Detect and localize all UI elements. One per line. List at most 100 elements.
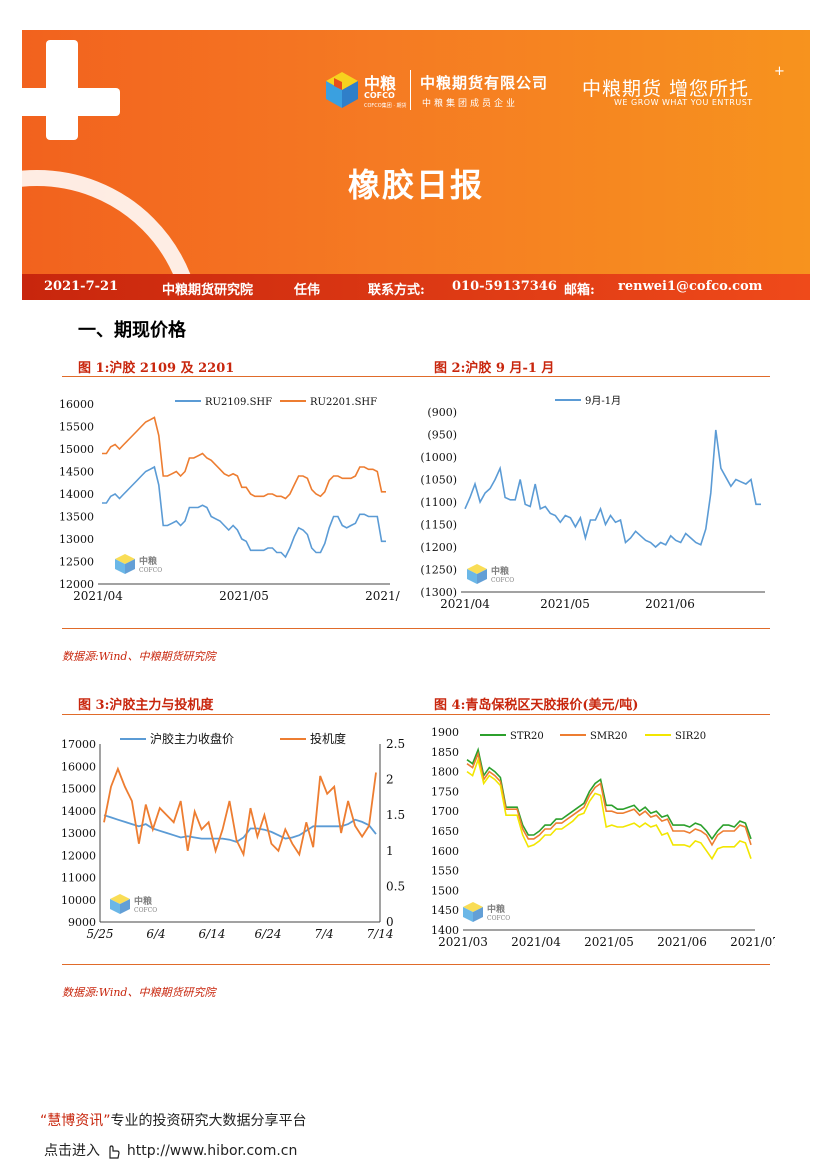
logo-facet <box>110 899 120 914</box>
watermark-en: COFCO <box>139 567 162 574</box>
divider-top-row2 <box>62 714 770 715</box>
data-source-2: 数据源:Wind、中粮期货研究院 <box>62 986 216 999</box>
slogan: 中粮期货 增您所托 <box>582 78 750 100</box>
y-tick-label: (1150) <box>420 519 457 532</box>
x-tick-label: 6/4 <box>146 927 165 941</box>
y-tick-label: 1900 <box>431 726 459 739</box>
y-tick-label: (1200) <box>420 541 457 554</box>
y-tick-label: 14500 <box>60 466 94 479</box>
report-banner: 中粮 COFCO COFCO集团 · 期货 中粮期货有限公司 中粮集团成员企业 … <box>22 30 810 300</box>
y-tick-label: 1700 <box>431 805 459 818</box>
y-tick-label: 13500 <box>60 511 94 524</box>
x-tick-label: 2021/04 <box>440 597 490 611</box>
y-tick-label: 1600 <box>431 845 459 858</box>
y-tick-label: 1500 <box>431 884 459 897</box>
logo-facet <box>467 569 477 584</box>
y-tick-label: (1300) <box>420 586 457 599</box>
y-tick-label: (1250) <box>420 564 457 577</box>
y-tick-label: 10000 <box>61 894 96 907</box>
series-line-2 <box>102 416 386 500</box>
fig4-title: 图 4:青岛保税区天胶报价(美元/吨) <box>434 698 639 713</box>
y-tick-label: 1850 <box>431 746 459 759</box>
x-tick-label: 7/14 <box>367 927 394 941</box>
legend-label: 9月-1月 <box>585 395 621 407</box>
x-tick-label: 2021/07 <box>730 935 775 949</box>
footer-url[interactable]: http://www.hibor.com.cn <box>126 1143 298 1159</box>
footer-brand[interactable]: 慧博资讯 <box>47 1113 104 1129</box>
y-tick-label: 17000 <box>61 738 96 751</box>
y-tick-label: 13000 <box>60 533 94 546</box>
chart-ru2109-ru2201: 16000 15500 15000 14500 14000 13500 13000 12500… <box>60 397 400 603</box>
report-title: 橡胶日报 <box>347 166 484 204</box>
section-title: 一、期现价格 <box>78 320 186 341</box>
legend-label: SMR20 <box>590 731 627 742</box>
x-tick-label: 2021/05 <box>540 597 590 611</box>
logo-text-en: COFCO <box>364 91 395 100</box>
y-tick-label: 1750 <box>431 785 459 798</box>
y-tick-label: 1450 <box>431 904 459 917</box>
y2-tick-label: 0.5 <box>386 879 405 893</box>
email-label: 邮箱: <box>564 283 595 298</box>
footer-quote-close: ” <box>103 1113 111 1129</box>
slogan-en: WE GROW WHAT YOU ENTRUST <box>614 98 753 107</box>
y-tick-label: 16000 <box>60 398 94 411</box>
contact-label: 联系方式: <box>368 283 425 298</box>
footer-quote-open: “ <box>40 1113 48 1129</box>
logo-divider <box>410 70 411 110</box>
series-line-3 <box>466 756 752 861</box>
watermark-cn: 中粮 <box>139 555 157 567</box>
x-tick-label: 6/24 <box>255 927 282 941</box>
x-tick-label: 2021/04 <box>73 589 123 603</box>
watermark-en: COFCO <box>134 907 157 914</box>
y-tick-label: 1550 <box>431 865 459 878</box>
x-tick-label: 2021/05 <box>219 589 269 603</box>
series-line-1 <box>464 429 761 549</box>
watermark-en: COFCO <box>491 577 514 584</box>
divider-bottom-row2 <box>62 964 770 965</box>
x-tick-label: 2021/03 <box>438 935 488 949</box>
legend-label: 沪胶主力收盘价 <box>150 731 234 746</box>
logo-facet <box>125 559 135 574</box>
logo-facet <box>477 569 487 584</box>
logo-facet <box>463 907 473 922</box>
y-tick-label: 14000 <box>60 488 94 501</box>
chart-main-speculation: 17000 16000 15000 14000 13000 12000 11000 10000… <box>61 731 405 941</box>
footer-tagline-text: 专业的投资研究大数据分享平台 <box>110 1113 307 1129</box>
logo-facet <box>473 907 483 922</box>
y-tick-label: 1800 <box>431 766 459 779</box>
data-source-1: 数据源:Wind、中粮期货研究院 <box>62 650 216 663</box>
x-tick-label: 2021/06 <box>365 589 400 603</box>
author: 任伟 <box>294 283 321 298</box>
y-tick-label: 12000 <box>61 849 96 862</box>
x-tick-label: 5/25 <box>87 927 114 941</box>
y-tick-label: 13000 <box>61 827 96 840</box>
y2-tick-label: 2.5 <box>386 737 405 751</box>
x-tick-label: 2021/06 <box>657 935 707 949</box>
y-tick-label: 9000 <box>68 916 96 929</box>
legend-label: RU2201.SHF <box>310 397 377 408</box>
company-name: 中粮期货有限公司 <box>420 74 549 92</box>
y-tick-label: 16000 <box>61 760 96 773</box>
divider-bottom-row1 <box>62 628 770 629</box>
contact-phone: 010-59137346 <box>452 279 557 294</box>
y-tick-label: 1400 <box>431 924 459 937</box>
x-tick-label: 6/14 <box>199 927 226 941</box>
legend-label: RU2109.SHF <box>205 397 272 408</box>
y2-tick-label: 2 <box>386 773 394 787</box>
divider-top-row1 <box>62 376 770 377</box>
slogan-plus: + <box>774 64 785 79</box>
pointer-hand-icon <box>109 1145 121 1159</box>
logo-text-tiny: COFCO集团 · 期货 <box>364 103 407 109</box>
company-subtitle: 中粮集团成员企业 <box>422 99 519 109</box>
plus-decor-bar <box>22 88 120 116</box>
y-tick-label: 15000 <box>61 783 96 796</box>
x-tick-label: 2021/05 <box>584 935 634 949</box>
email-address[interactable]: renwei1@cofco.com <box>618 279 763 294</box>
fig1-title: 图 1:沪胶 2109 及 2201 <box>78 361 235 376</box>
footer-tagline: “慧博资讯”专业的投资研究大数据分享平台 <box>40 1110 307 1130</box>
footer-link-label: 点击进入 <box>44 1143 100 1159</box>
fig2-title: 图 2:沪胶 9 月-1 月 <box>434 361 555 376</box>
y-tick-label: 15500 <box>60 421 94 434</box>
